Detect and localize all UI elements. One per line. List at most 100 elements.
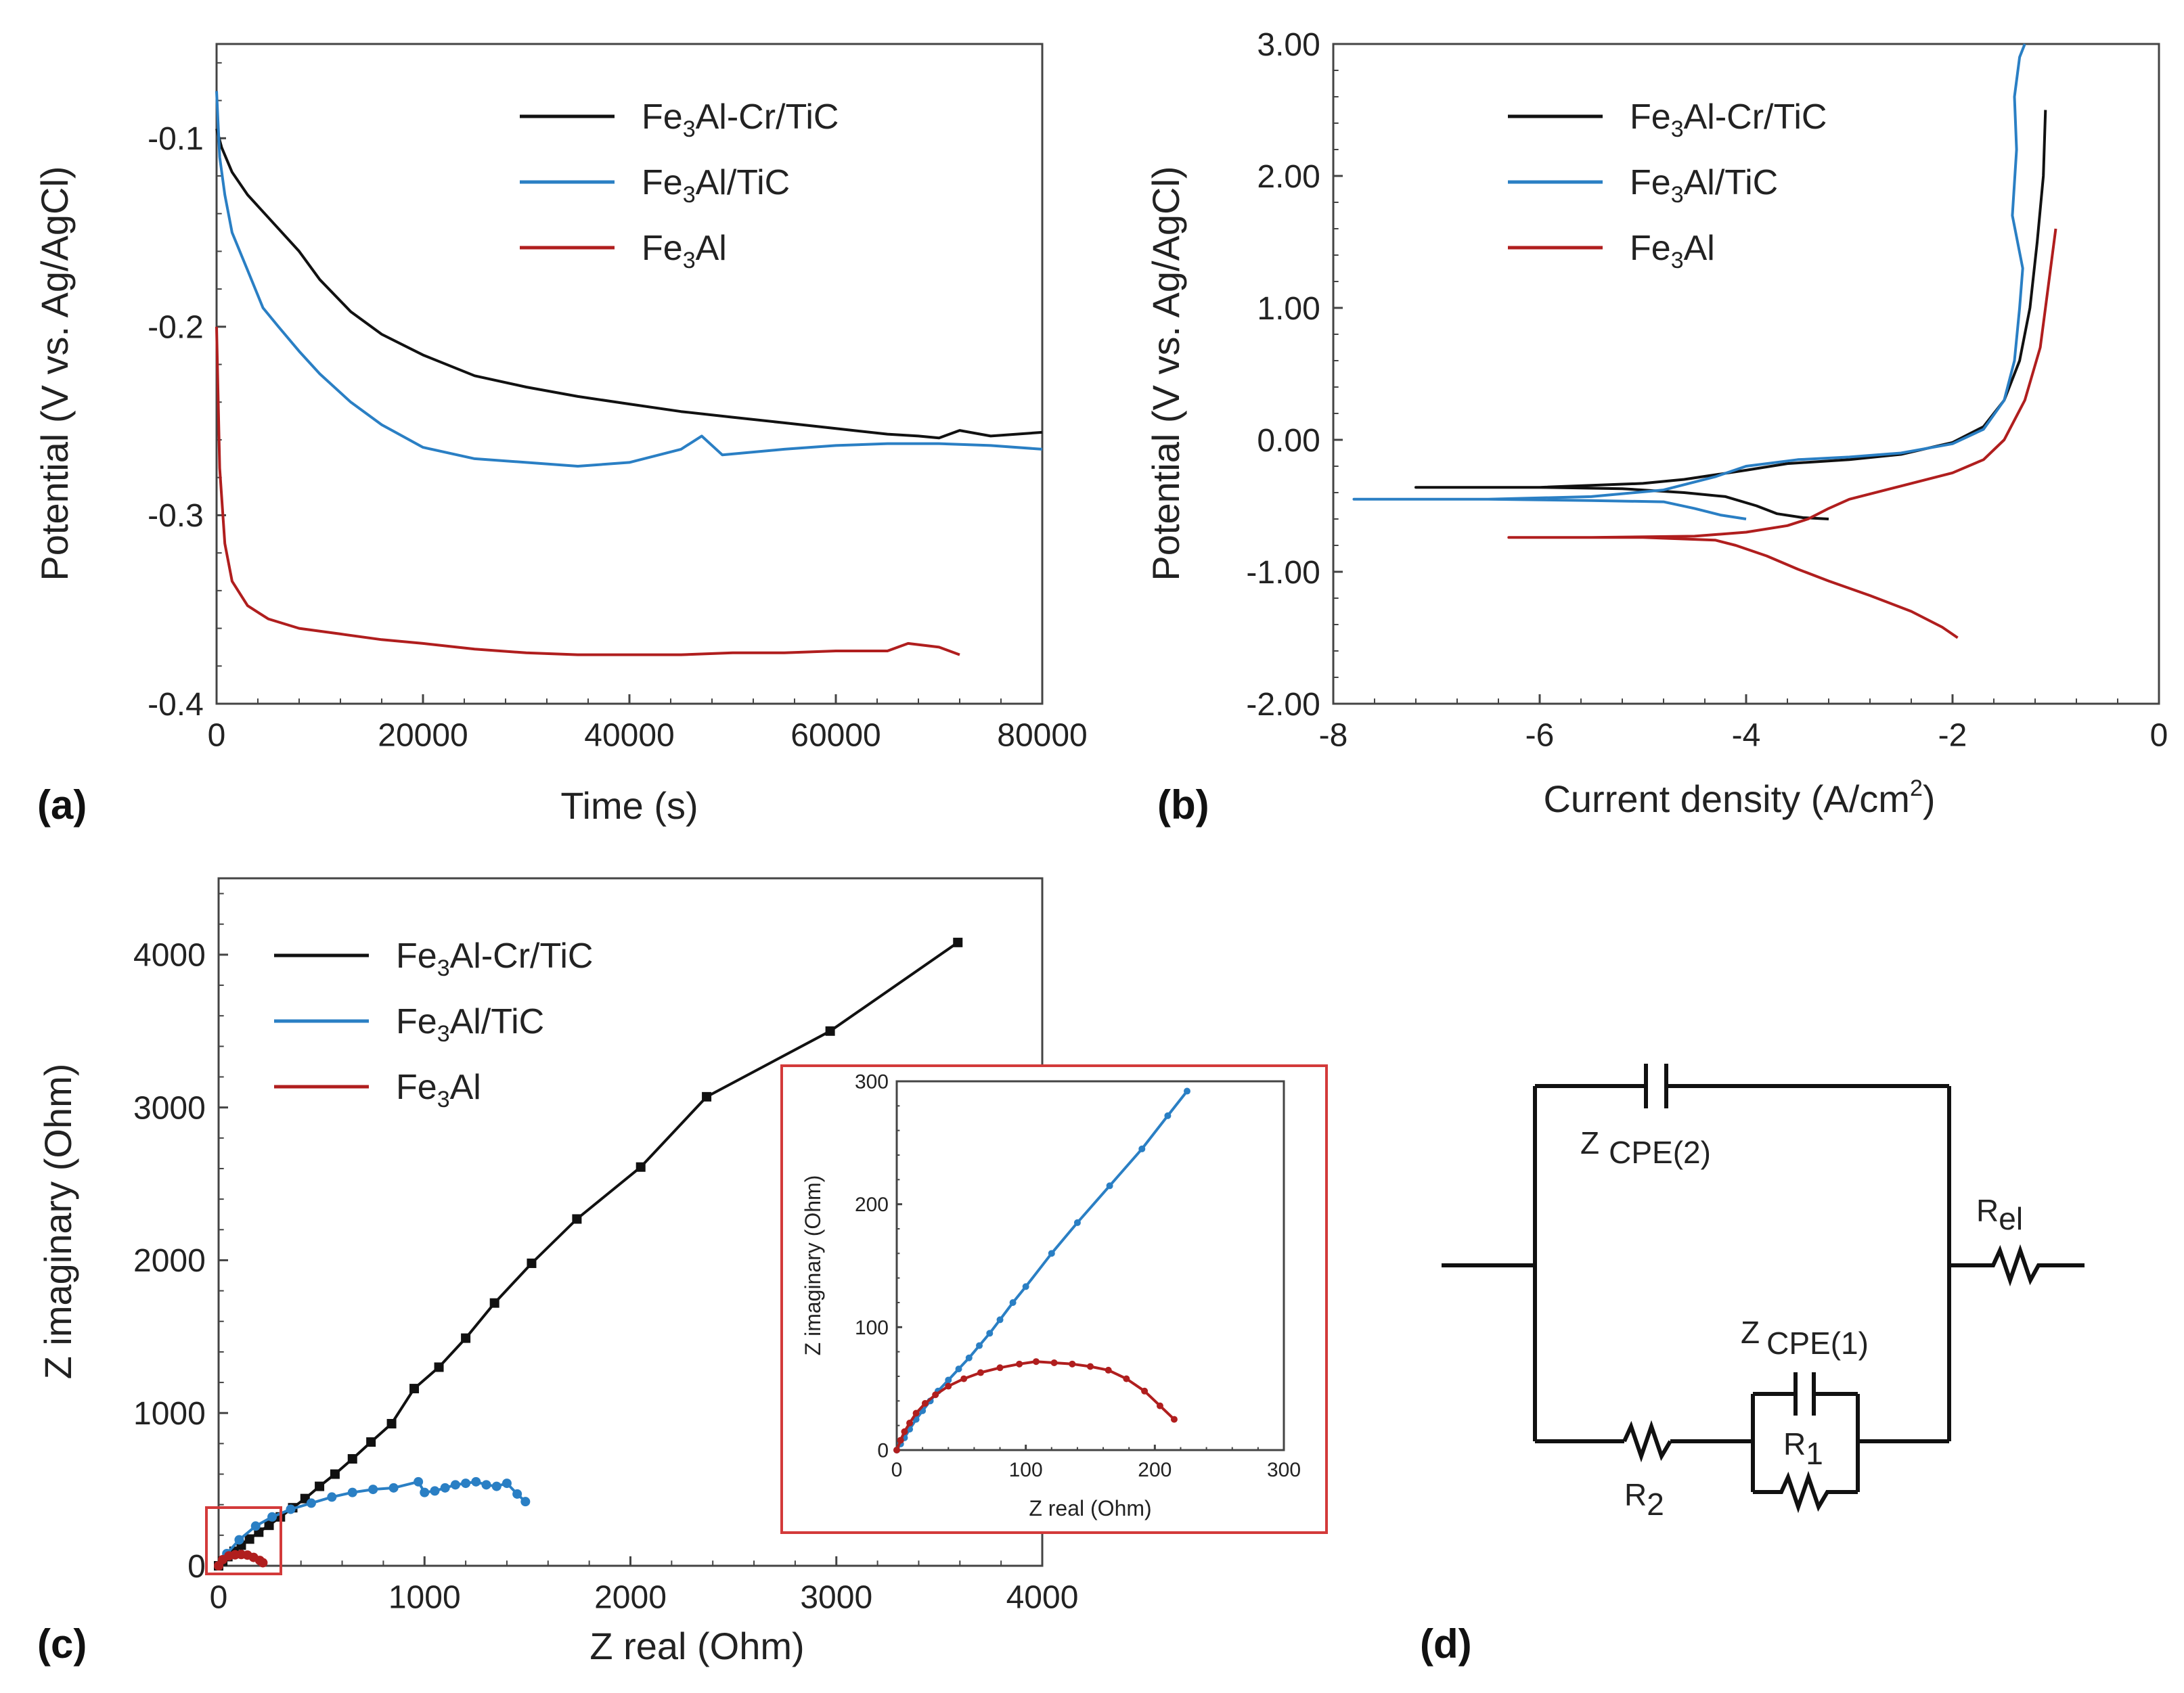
- panel-a-label: (a): [37, 782, 87, 828]
- c_inset-point: [1164, 1112, 1172, 1119]
- c-point: [388, 1483, 399, 1493]
- panel-c-ylabel: Z imaginary (Ohm): [37, 1064, 79, 1380]
- legend-label-post: Al-Cr/TiC: [696, 97, 839, 137]
- c-point: [572, 1214, 582, 1224]
- c-point: [440, 1483, 450, 1493]
- c_inset-point: [945, 1376, 952, 1384]
- r2-label: R2: [1624, 1477, 1664, 1522]
- b-xtick-label: 0: [2150, 717, 2168, 753]
- rel-label: Rel: [1976, 1193, 2023, 1236]
- legend-label-pre: Fe: [642, 97, 683, 137]
- legend-label-sub: 3: [1671, 248, 1684, 273]
- c_inset-ytick-label: 100: [855, 1317, 889, 1339]
- legend-label-fe3al_cr_tic: Fe3Al-Cr/TiC: [642, 97, 839, 142]
- c_inset-point: [1184, 1087, 1190, 1095]
- a-ytick-label: -0.1: [148, 121, 204, 157]
- c_inset-point: [945, 1382, 952, 1390]
- legend-label-fe3al_tic: Fe3Al/TiC: [1630, 163, 1778, 208]
- panel-a-chart: 0 20000 40000 60000 80000 -0.1 -0.2 -0.3 -0.4 Ti…: [33, 43, 1088, 828]
- c_inset-point: [1032, 1358, 1040, 1365]
- c-point: [502, 1478, 512, 1489]
- c_inset-xtick-label: 200: [1138, 1459, 1172, 1481]
- c-ytick-label: 1000: [133, 1396, 206, 1432]
- c_inset-point: [996, 1364, 1004, 1372]
- c_inset-xtick-label: 0: [891, 1459, 903, 1481]
- legend-label-fe3al_tic: Fe3Al/TiC: [642, 163, 790, 208]
- a-xtick-label: 60000: [790, 717, 881, 753]
- cpe2-label-sub: CPE(2): [1609, 1135, 1711, 1170]
- legend-label-sub: 3: [1671, 116, 1684, 142]
- c-point: [702, 1091, 712, 1102]
- a-xtick-label: 40000: [584, 717, 674, 753]
- r1-label-main: R: [1783, 1426, 1806, 1462]
- legend-label-pre: Fe: [642, 163, 683, 202]
- legend-label-post: Al/TiC: [450, 1002, 545, 1041]
- c-point: [520, 1497, 531, 1507]
- c-ytick-label: 4000: [133, 938, 206, 974]
- legend-label-fe3al_cr_tic: Fe3Al-Cr/TiC: [396, 936, 593, 981]
- c-point: [267, 1512, 277, 1522]
- b-ytick-label: 0.00: [1257, 423, 1320, 459]
- r1-label: R1: [1783, 1426, 1823, 1471]
- c_inset-point: [955, 1365, 962, 1373]
- c_inset-point: [977, 1369, 984, 1376]
- b-ytick-label: 1.00: [1257, 291, 1320, 327]
- a-ytick-label: -0.2: [148, 310, 204, 346]
- panel-b-series: [1352, 43, 2057, 639]
- panel-c-inset: 0 100 200 300 0 100 200 300 Z real (Ohm) Z imag…: [780, 1064, 1328, 1534]
- c_inset-series-line-0: [895, 1090, 1188, 1451]
- b-xtick-label: -2: [1938, 717, 1967, 753]
- b-ytick-label: -2.00: [1246, 687, 1320, 723]
- c_inset-point: [912, 1409, 920, 1417]
- c-point: [386, 1419, 397, 1429]
- c-point: [250, 1521, 261, 1531]
- inset-border: [780, 1064, 1328, 1534]
- legend-label-fe3al_cr_tic: Fe3Al-Cr/TiC: [1630, 97, 1827, 142]
- c_inset-ytick-label: 200: [855, 1194, 889, 1216]
- rel-label-sub: el: [1999, 1201, 2023, 1236]
- c-point: [430, 1486, 440, 1496]
- r2-label-main: R: [1624, 1477, 1647, 1512]
- legend-label-post: Al: [450, 1068, 481, 1107]
- panel-b-xlabel: Current density (A/cm2): [1543, 775, 1935, 820]
- c-xtick-label: 3000: [800, 1579, 872, 1615]
- c_inset-point: [960, 1375, 968, 1382]
- legend-label-pre: Fe: [396, 1068, 437, 1107]
- c-point: [512, 1489, 522, 1499]
- c-point: [306, 1498, 316, 1508]
- cpe2-label: Z CPE(2): [1580, 1125, 1711, 1170]
- panel-b-xlabel-text: Current density (A/cm: [1543, 777, 1910, 820]
- inset-series: [893, 1087, 1190, 1453]
- c-point: [471, 1476, 481, 1487]
- b-xtick-label: -8: [1319, 717, 1348, 753]
- cpe1-label-main: Z: [1741, 1315, 1760, 1350]
- c_inset-point: [1170, 1416, 1178, 1423]
- c-point: [414, 1476, 424, 1487]
- c_inset-ytick-label: 0: [877, 1440, 889, 1462]
- c-point: [327, 1492, 337, 1502]
- c-ytick-label: 3000: [133, 1090, 206, 1126]
- legend-label-post: Al: [696, 229, 727, 268]
- legend-label-pre: Fe: [1630, 97, 1671, 137]
- legend-label-post: Al/TiC: [1684, 163, 1779, 202]
- panel-b-ticks: -8 -6 -4 -2 0 3.00 2.00 1.00 0.00 -1.00 -2.00: [1246, 27, 2168, 754]
- c-xtick-label: 4000: [1006, 1579, 1079, 1615]
- c-ytick-label: 0: [187, 1549, 206, 1585]
- legend-label-sub: 3: [437, 955, 450, 981]
- c-point: [481, 1480, 491, 1490]
- c-point: [347, 1453, 357, 1464]
- c-point: [409, 1384, 420, 1394]
- legend-label-pre: Fe: [396, 936, 437, 976]
- inset-ylabel: Z imaginary (Ohm): [801, 1175, 825, 1356]
- c_inset-point: [906, 1420, 914, 1427]
- legend-label-sub: 3: [437, 1087, 450, 1112]
- a-series-line-0: [215, 128, 1043, 440]
- panel-a-ylabel: Potential (V vs. Ag/AgCl): [33, 166, 76, 581]
- panel-c-xlabel: Z real (Ohm): [589, 1625, 804, 1667]
- c_inset-point: [986, 1330, 994, 1337]
- panel-b-xlabel-sup: 2: [1910, 775, 1923, 801]
- c-point: [636, 1162, 646, 1172]
- c_inset-point: [901, 1428, 908, 1435]
- a-series-line-2: [215, 326, 960, 656]
